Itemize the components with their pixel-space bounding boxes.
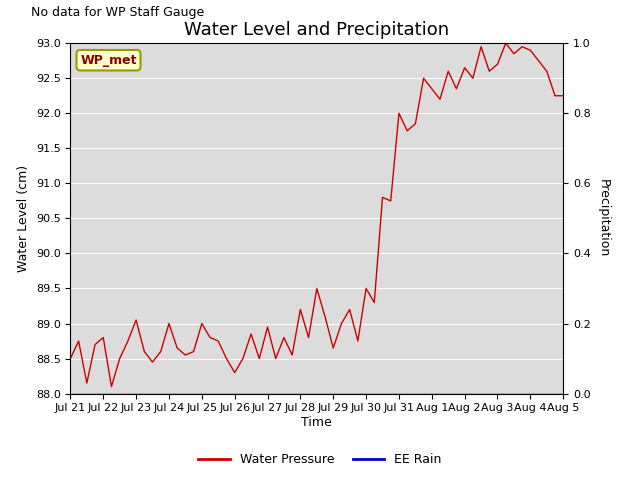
Y-axis label: Precipitation: Precipitation bbox=[597, 179, 610, 258]
Text: No data for WP Staff Gauge: No data for WP Staff Gauge bbox=[31, 6, 204, 19]
Y-axis label: Water Level (cm): Water Level (cm) bbox=[17, 165, 30, 272]
X-axis label: Time: Time bbox=[301, 416, 332, 429]
Legend: Water Pressure, EE Rain: Water Pressure, EE Rain bbox=[193, 448, 447, 471]
Title: Water Level and Precipitation: Water Level and Precipitation bbox=[184, 21, 449, 39]
Text: WP_met: WP_met bbox=[80, 54, 137, 67]
